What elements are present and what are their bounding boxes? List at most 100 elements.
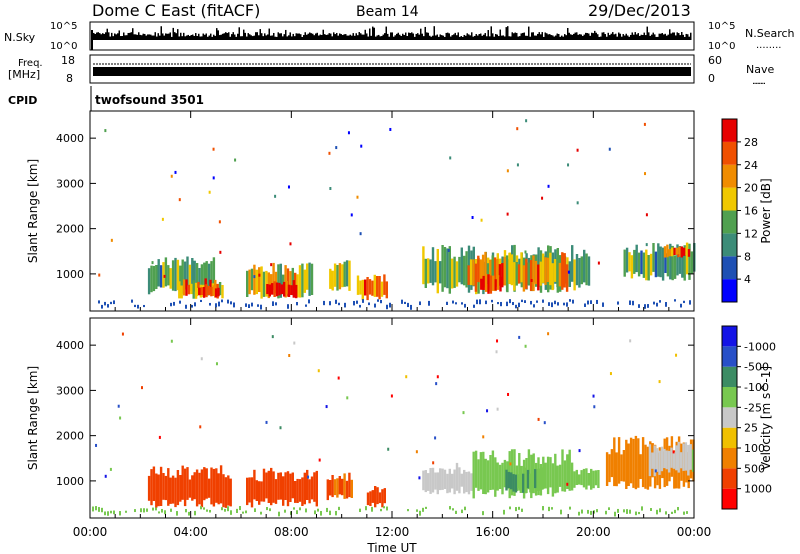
- nsky-trace-bar: [420, 28, 422, 40]
- velocity-cell: [455, 462, 459, 491]
- nsky-trace-bar: [354, 35, 356, 40]
- velocity-ground-cell: [617, 508, 619, 513]
- nsky-trace-bar: [334, 34, 336, 40]
- power-cell: [673, 247, 676, 255]
- power-ground-cell: [419, 301, 421, 306]
- nsky-trace-bar: [444, 36, 446, 40]
- velocity-colorbar-tick-label: 100: [744, 442, 765, 455]
- nsky-trace-bar: [199, 36, 201, 40]
- nsky-trace-bar: [588, 33, 590, 40]
- velocity-cell: [660, 446, 664, 472]
- nsky-trace-bar: [405, 32, 407, 40]
- velocity-cell: [378, 492, 382, 504]
- nsky-trace-bar: [652, 32, 654, 40]
- power-ground-cell: [629, 300, 631, 305]
- power-cell: [182, 279, 186, 296]
- power-scatter-cell: [576, 201, 579, 205]
- power-cell: [207, 263, 211, 292]
- velocity-cell: [229, 478, 232, 507]
- nsky-trace-bar: [502, 35, 504, 40]
- nsky-trace-bar: [226, 33, 228, 40]
- nsky-trace-bar: [421, 33, 423, 40]
- power-ground-cell: [374, 303, 376, 308]
- nsky-trace-bar: [118, 30, 120, 40]
- power-scatter-cell: [208, 190, 211, 194]
- nsky-trace-bar: [244, 32, 246, 40]
- velocity-cell: [522, 473, 525, 493]
- velocity-cell: [679, 452, 683, 469]
- nsky-trace-bar: [678, 33, 680, 40]
- power-ground-cell: [233, 302, 235, 308]
- power-cell: [578, 258, 581, 288]
- nsky-trace-bar: [234, 34, 236, 40]
- power-ground-cell: [110, 301, 112, 305]
- nsky-trace-bar: [627, 35, 629, 40]
- power-cell: [671, 245, 674, 281]
- power-cell: [513, 262, 516, 291]
- velocity-ground-cell: [452, 508, 454, 511]
- power-ground-cell: [683, 300, 685, 304]
- nsky-trace-bar: [388, 36, 390, 40]
- nsky-trace-bar: [385, 26, 387, 40]
- power-ground-cell: [647, 304, 649, 308]
- power-cell: [431, 247, 435, 286]
- power-scatter-cell: [644, 172, 647, 176]
- velocity-cell: [665, 450, 668, 470]
- power-ground-cell: [113, 300, 115, 305]
- velocity-cell: [526, 469, 530, 489]
- power-cell: [195, 263, 199, 292]
- velocity-cell: [381, 489, 384, 508]
- nsky-trace-bar: [228, 32, 230, 40]
- nave-label: Nave: [746, 63, 774, 76]
- nsky-trace-bar: [243, 29, 245, 40]
- velocity-cell: [501, 462, 504, 495]
- nsky-trace-bar: [607, 32, 609, 40]
- power-scatter-cell: [471, 215, 474, 219]
- power-cell: [192, 280, 195, 299]
- nsky-trace-bar: [241, 36, 243, 40]
- power-cell: [673, 255, 677, 279]
- power-ground-cell: [602, 302, 604, 307]
- velocity-cell: [519, 475, 522, 493]
- velocity-ground-cell: [650, 508, 652, 511]
- nsky-trace-bar: [364, 29, 366, 40]
- power-cell: [202, 287, 206, 298]
- power-ground-cell: [356, 300, 358, 304]
- velocity-cell: [470, 473, 473, 491]
- velocity-cell: [310, 476, 314, 500]
- power-colorbar: 4 8 12 16 20 24 28: [721, 118, 758, 303]
- nsky-trace-bar: [615, 33, 617, 40]
- velocity-cell: [655, 448, 659, 472]
- velocity-cell: [164, 475, 168, 501]
- power-cell: [248, 269, 251, 295]
- velocity-ground-cell: [245, 510, 247, 514]
- power-scatter-cell: [234, 158, 237, 162]
- velocity-cell: [641, 437, 645, 488]
- power-cell: [159, 265, 163, 288]
- power-scatter-cell: [98, 273, 101, 277]
- velocity-cell: [673, 450, 676, 489]
- nsky-trace-bar: [237, 33, 239, 40]
- power-ground-cell: [659, 300, 661, 303]
- power-cell: [162, 262, 165, 288]
- nsky-trace-bar: [516, 32, 518, 40]
- nsky-trace-bar: [442, 35, 444, 40]
- nsky-trace-bar: [181, 36, 183, 40]
- power-cell: [193, 260, 196, 292]
- velocity-cell: [474, 450, 478, 488]
- nsky-trace-bar: [144, 33, 146, 40]
- power-cell: [498, 264, 502, 286]
- velocity-colorbar-swatch: [722, 488, 737, 509]
- velocity-cell: [150, 469, 153, 506]
- nsky-trace-bar: [142, 33, 144, 40]
- nave-tick-low: 0: [708, 72, 715, 85]
- nsky-trace-bar: [360, 33, 362, 40]
- power-ground-cell: [491, 299, 493, 303]
- velocity-cell: [294, 481, 297, 503]
- nsky-trace-bar: [472, 36, 474, 40]
- power-cell: [333, 263, 337, 287]
- power-panel: 1000 2000 3000 4000 Slant Range [km] 4 8 12 16…: [26, 110, 773, 312]
- nsky-trace-bar: [447, 32, 449, 40]
- nsky-trace-bar: [396, 33, 398, 40]
- power-cell: [180, 285, 183, 299]
